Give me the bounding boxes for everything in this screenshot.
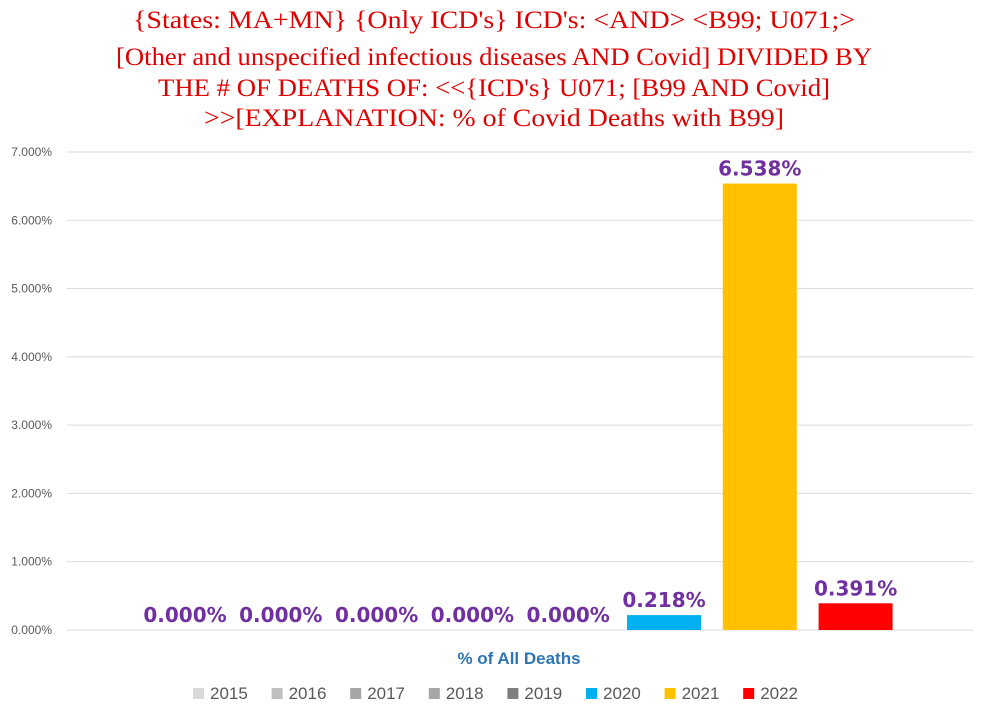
y-tick-label: 3.000%: [11, 418, 52, 432]
legend-swatch-2018: [428, 688, 440, 699]
bar-2022: [818, 603, 893, 630]
data-label-2020: 0.218%: [622, 588, 705, 612]
legend-label-2020: 2020: [603, 684, 641, 703]
legend-swatch-2017: [350, 688, 362, 699]
y-tick-label: 1.000%: [11, 555, 52, 569]
legend-swatch-2022: [743, 688, 755, 699]
y-tick-label: 7.000%: [11, 145, 52, 159]
y-tick-label: 2.000%: [11, 486, 52, 500]
chart-title-line-2: [Other and unspecified infectious diseas…: [116, 44, 872, 71]
y-axis: 0.000% 1.000% 2.000% 3.000% 4.000% 5.000% 6.00…: [11, 145, 52, 637]
y-tick-label: 5.000%: [11, 282, 52, 296]
legend-swatch-2016: [271, 688, 283, 699]
chart-title-line-1: {States: MA+MN} {Only ICD's} ICD's: <AND…: [133, 7, 855, 34]
y-tick-label: 6.000%: [11, 213, 52, 227]
y-tick-label: 4.000%: [11, 350, 52, 364]
legend-swatch-2019: [507, 688, 519, 699]
data-label-2019: 0.000%: [527, 603, 610, 627]
bar-2021: [722, 183, 797, 630]
legend-label-2015: 2015: [210, 684, 248, 703]
chart-title-line-3: THE # OF DEATHS OF: <<{ICD's} U071; [B99…: [158, 75, 830, 102]
data-label-2015: 0.000%: [143, 603, 226, 627]
gridlines: [67, 151, 973, 631]
data-label-2021: 6.538%: [718, 157, 801, 181]
chart-title: {States: MA+MN} {Only ICD's} ICD's: <AND…: [116, 7, 872, 132]
legend-label-2017: 2017: [367, 684, 405, 703]
legend-label-2022: 2022: [760, 684, 798, 703]
data-label-2016: 0.000%: [239, 603, 322, 627]
bar-2020: [627, 615, 701, 630]
y-tick-label: 0.000%: [11, 623, 52, 637]
data-label-2018: 0.000%: [431, 603, 514, 627]
data-labels: 0.000% 0.000% 0.000% 0.000% 0.000% 0.218% 6.53…: [143, 157, 897, 627]
legend-label-2021: 2021: [682, 684, 720, 703]
legend-label-2019: 2019: [524, 684, 562, 703]
data-label-2022: 0.391%: [814, 576, 897, 600]
legend: 2015 2016 2017 2018 2019 2020 2021 2022: [193, 684, 798, 703]
x-axis-title: % of All Deaths: [457, 649, 580, 668]
legend-swatch-2015: [193, 688, 204, 699]
legend-swatch-2021: [664, 688, 676, 699]
chart-title-line-4: >>[EXPLANATION: % of Covid Deaths with B…: [204, 105, 784, 132]
legend-label-2018: 2018: [446, 684, 484, 703]
legend-swatch-2020: [586, 688, 597, 699]
data-label-2017: 0.000%: [335, 603, 418, 627]
bars: [627, 183, 893, 630]
legend-label-2016: 2016: [289, 684, 327, 703]
